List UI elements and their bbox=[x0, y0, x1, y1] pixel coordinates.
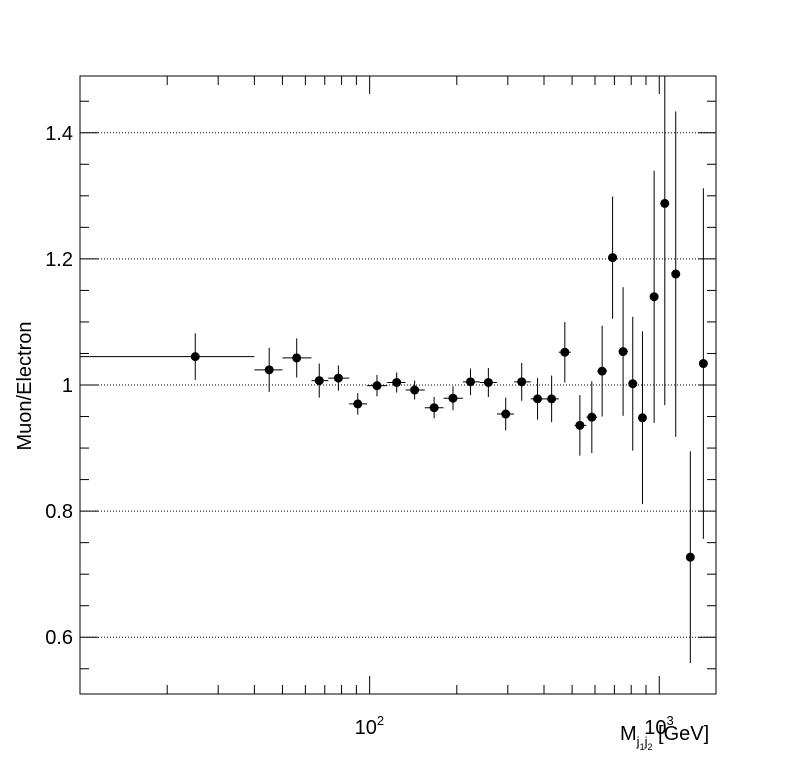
data-point bbox=[544, 375, 559, 423]
data-marker bbox=[353, 399, 363, 409]
data-point bbox=[80, 333, 255, 380]
x-tick-label-exponent: 2 bbox=[377, 713, 384, 728]
data-marker bbox=[660, 198, 670, 208]
x-axis-label-subsub1: 1 bbox=[640, 742, 645, 752]
data-point bbox=[660, 76, 670, 406]
x-tick-label: 102 bbox=[355, 713, 384, 739]
data-marker bbox=[608, 253, 618, 263]
axis-labels: Muon/Electron Mj1j2 [GeV] 0.60.811.21.41… bbox=[14, 123, 709, 752]
data-marker bbox=[628, 379, 638, 389]
data-marker bbox=[649, 292, 659, 302]
x-axis-label-main: M bbox=[620, 723, 637, 745]
y-tick-label: 0.6 bbox=[45, 627, 73, 649]
data-marker bbox=[575, 420, 585, 430]
data-point bbox=[637, 331, 647, 505]
data-marker bbox=[671, 269, 681, 279]
data-point bbox=[387, 372, 406, 393]
x-tick-label-base: 10 bbox=[355, 717, 377, 739]
data-marker bbox=[501, 409, 511, 419]
x-tick-label: 103 bbox=[644, 713, 673, 739]
data-point bbox=[349, 393, 368, 415]
plot-frame bbox=[79, 75, 717, 695]
y-tick-label: 1.2 bbox=[45, 249, 73, 271]
data-point bbox=[311, 363, 329, 398]
data-marker bbox=[517, 377, 527, 387]
data-marker bbox=[685, 552, 695, 562]
y-axis-label: Muon/Electron bbox=[14, 322, 36, 451]
data-marker bbox=[587, 412, 597, 422]
data-point bbox=[618, 287, 629, 416]
data-marker bbox=[698, 359, 708, 369]
data-marker bbox=[314, 376, 324, 386]
data-point bbox=[479, 367, 497, 397]
data-marker bbox=[618, 347, 628, 357]
data-point bbox=[649, 170, 659, 423]
data-marker bbox=[372, 381, 382, 391]
data-point bbox=[628, 316, 638, 451]
data-point bbox=[328, 365, 350, 391]
data-marker bbox=[466, 377, 476, 387]
x-axis-label-unit: [GeV] bbox=[652, 723, 709, 745]
y-tick-label: 1 bbox=[62, 375, 73, 397]
x-axis-label-sub: j bbox=[636, 734, 640, 749]
x-axis-label-sub2: j bbox=[644, 734, 648, 749]
data-point bbox=[530, 378, 545, 420]
data-point bbox=[443, 386, 463, 411]
x-tick-label-exponent: 3 bbox=[667, 713, 674, 728]
data-point bbox=[597, 325, 607, 417]
data-marker bbox=[190, 352, 200, 362]
data-marker bbox=[547, 394, 557, 404]
data-point bbox=[462, 368, 480, 396]
data-marker bbox=[533, 394, 543, 404]
y-tick-label: 0.8 bbox=[45, 501, 73, 523]
data-point bbox=[254, 347, 283, 392]
data-marker bbox=[483, 377, 493, 387]
y-tick-label: 1.4 bbox=[45, 123, 73, 145]
x-tick-label-base: 10 bbox=[644, 717, 666, 739]
data-marker bbox=[392, 377, 402, 387]
data-point bbox=[367, 374, 388, 397]
data-point bbox=[698, 188, 708, 539]
data-point bbox=[558, 321, 571, 383]
data-marker bbox=[637, 413, 647, 423]
x-axis-label: Mj1j2 [GeV] bbox=[620, 723, 709, 752]
data-marker bbox=[264, 365, 274, 375]
data-point bbox=[685, 451, 695, 664]
data-marker bbox=[333, 373, 343, 383]
data-point bbox=[586, 381, 598, 454]
data-point bbox=[671, 111, 681, 437]
data-points bbox=[80, 76, 708, 664]
data-marker bbox=[410, 385, 420, 395]
data-point bbox=[574, 395, 587, 456]
data-point bbox=[424, 396, 444, 419]
data-point bbox=[513, 362, 531, 401]
data-point bbox=[607, 196, 618, 319]
x-axis-label-subsub2: 2 bbox=[647, 742, 652, 752]
data-marker bbox=[429, 403, 439, 413]
data-marker bbox=[292, 353, 302, 363]
data-marker bbox=[448, 393, 458, 403]
data-marker bbox=[560, 347, 570, 357]
grid-lines bbox=[80, 132, 716, 638]
data-point bbox=[282, 338, 312, 378]
data-point bbox=[405, 380, 425, 400]
data-point bbox=[496, 397, 514, 431]
axis-ticks bbox=[80, 76, 716, 694]
data-marker bbox=[597, 366, 607, 376]
